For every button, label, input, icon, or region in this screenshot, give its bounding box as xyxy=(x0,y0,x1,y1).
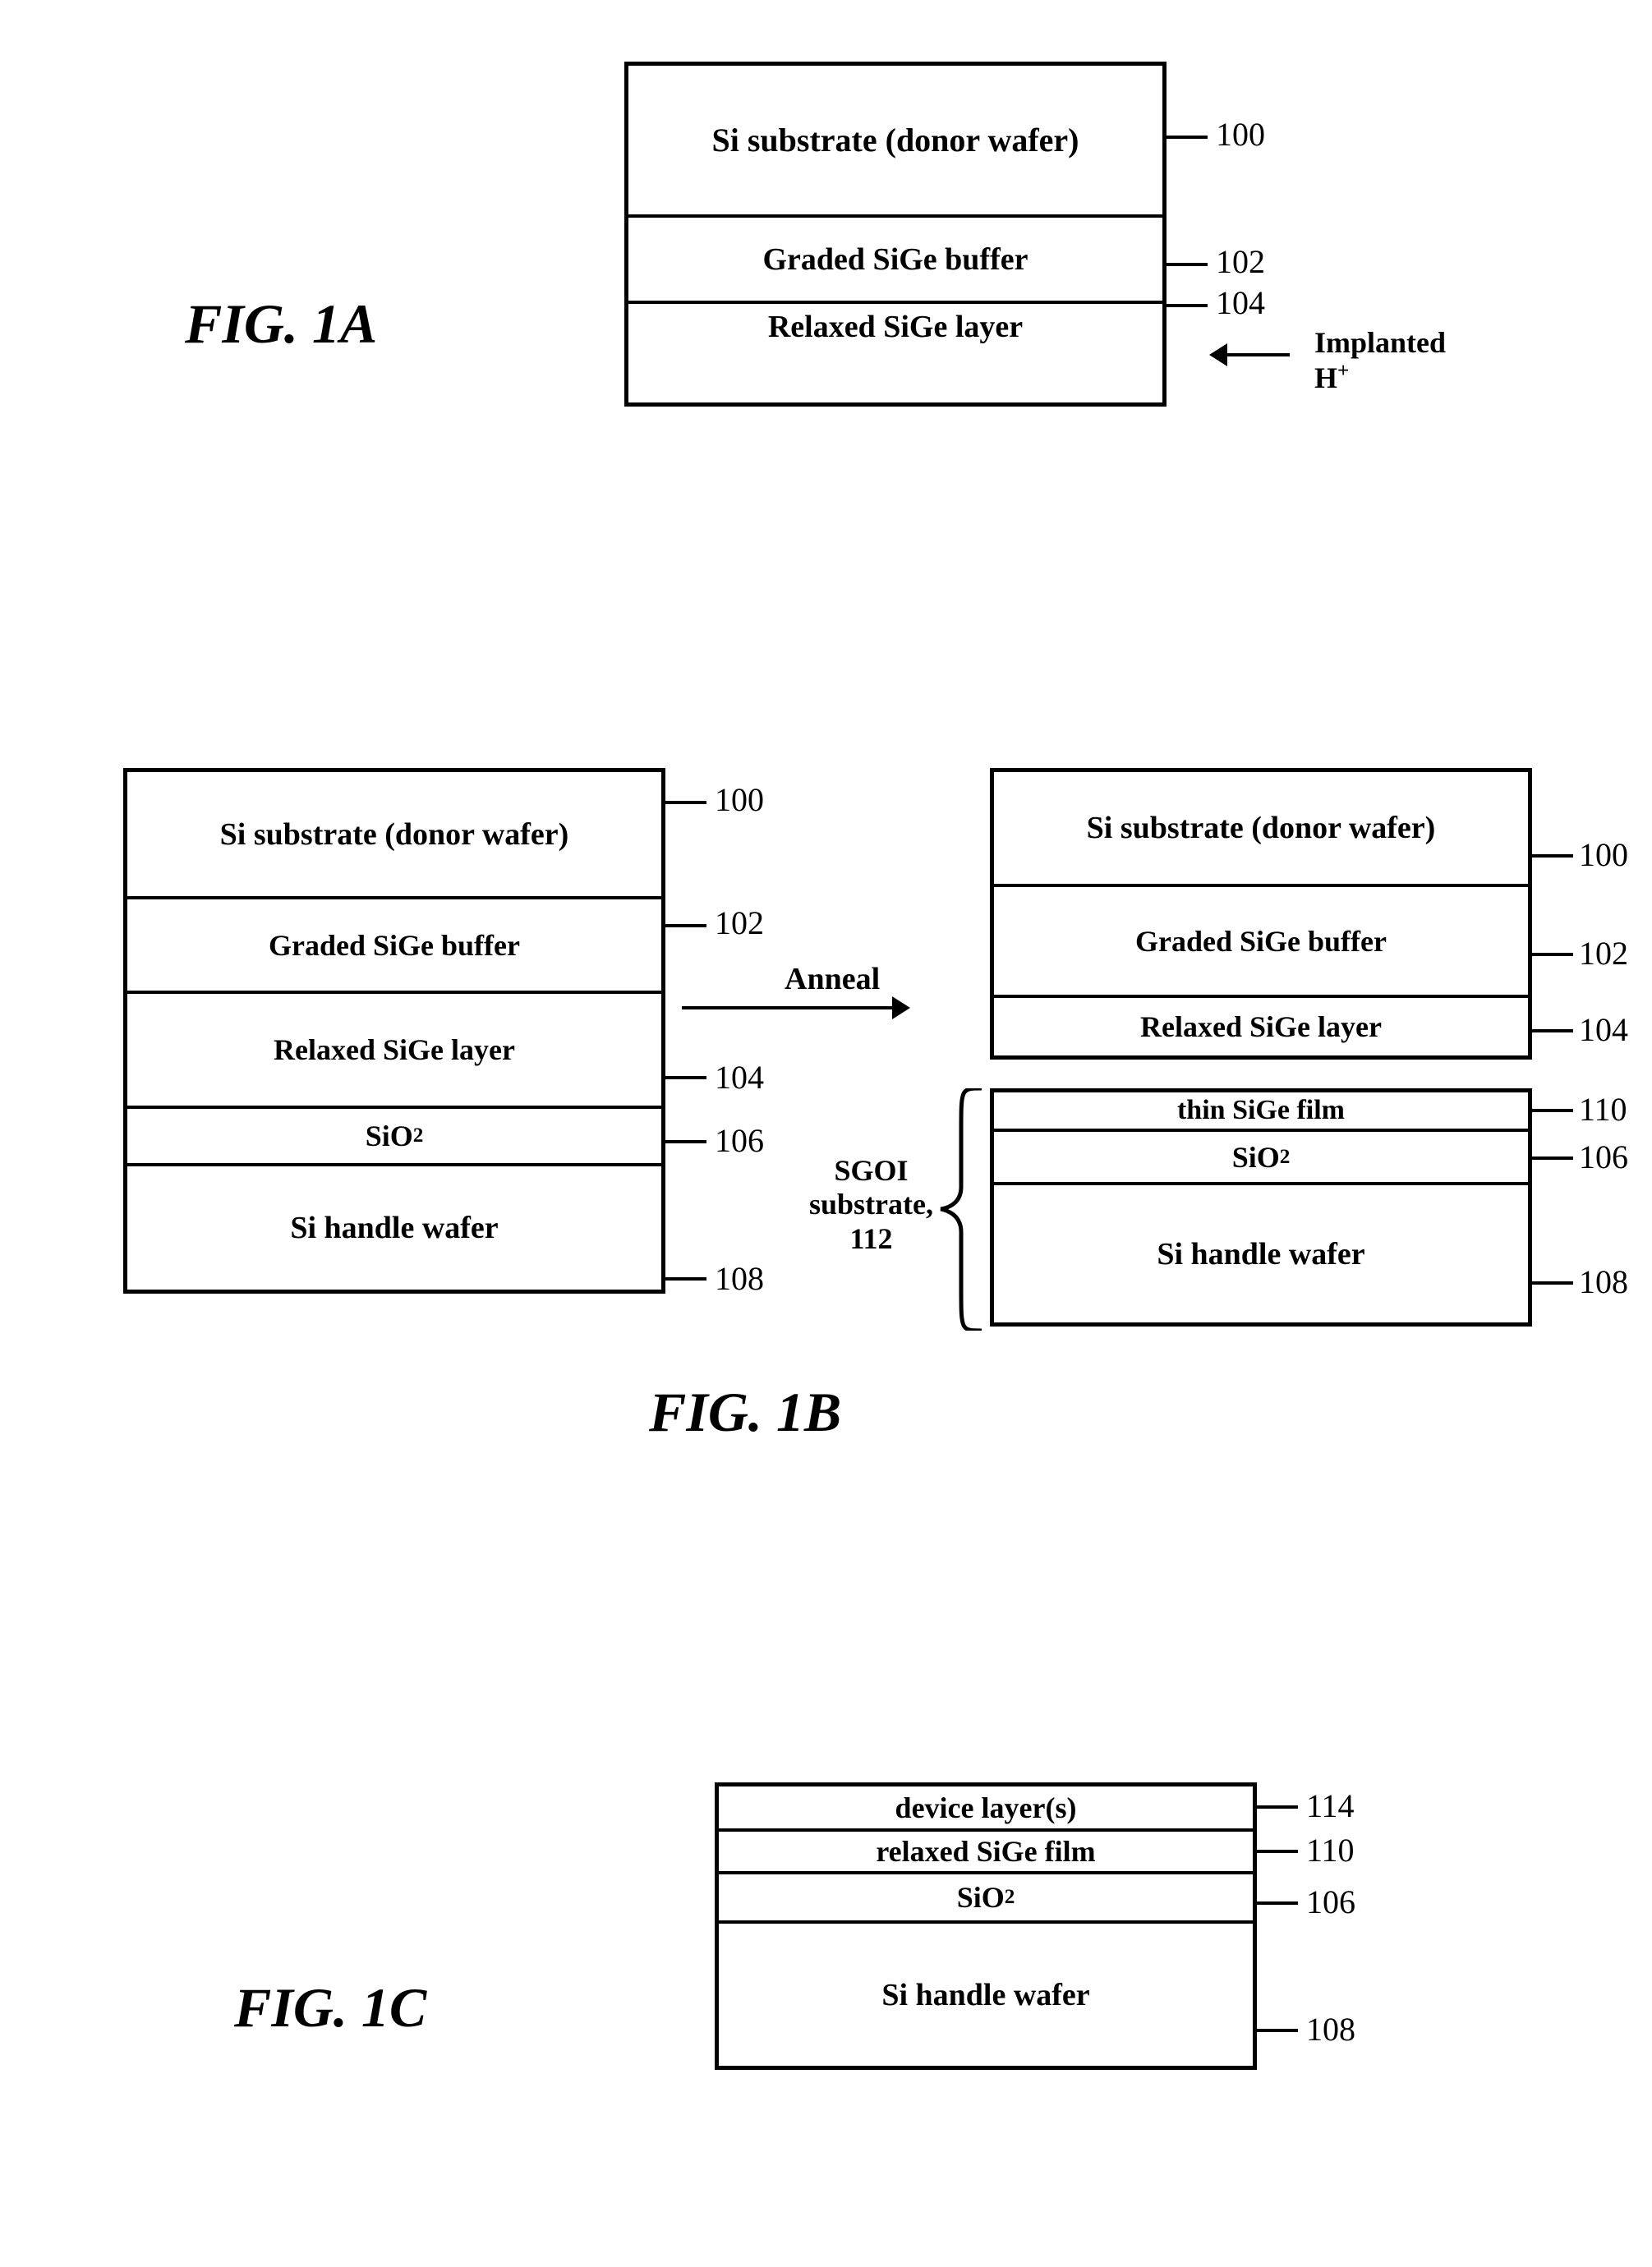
sgoi-text-line1: SGOI xyxy=(834,1154,908,1187)
fig1b-left-relaxed-sige: Relaxed SiGe layer xyxy=(127,994,661,1109)
lead-line xyxy=(665,1140,706,1143)
implanted-h-arrow xyxy=(1224,353,1290,356)
sgoi-text-line3: 112 xyxy=(849,1222,892,1255)
anneal-arrow xyxy=(682,1006,895,1009)
lead-line xyxy=(1532,854,1573,858)
ref-label-108: 108 xyxy=(1306,2010,1355,2049)
ref-label-110: 110 xyxy=(1306,1831,1355,1869)
fig-1c-caption: FIG. 1C xyxy=(234,1975,426,2040)
lead-line xyxy=(665,1076,706,1079)
fig1b-right-relaxed-sige: Relaxed SiGe layer xyxy=(994,998,1528,1055)
ref-label-100: 100 xyxy=(715,780,764,819)
lead-line xyxy=(665,924,706,927)
fig1a-layer-si-substrate: Si substrate (donor wafer) xyxy=(628,66,1162,218)
ref-label-106: 106 xyxy=(715,1121,764,1160)
fig1c-device-layers: device layer(s) xyxy=(719,1786,1253,1832)
fig1b-right-si-handle: Si handle wafer xyxy=(994,1185,1528,1322)
fig1b-right-sio2: SiO2 xyxy=(994,1132,1528,1185)
fig-1b-right-lower-stack: thin SiGe film SiO2 Si handle wafer xyxy=(990,1088,1532,1327)
ref-label-100: 100 xyxy=(1579,835,1628,874)
fig1b-left-sio2: SiO2 xyxy=(127,1109,661,1166)
ref-label-102: 102 xyxy=(1579,934,1628,973)
fig-1b-caption: FIG. 1B xyxy=(649,1380,841,1445)
fig-1c-stack: device layer(s) relaxed SiGe film SiO2 S… xyxy=(715,1782,1257,2070)
sgoi-substrate-label: SGOI substrate, 112 xyxy=(809,1154,933,1256)
ref-label-102: 102 xyxy=(1216,242,1265,281)
fig1b-left-si-handle: Si handle wafer xyxy=(127,1166,661,1290)
fig-1a-stack: Si substrate (donor wafer) Graded SiGe b… xyxy=(624,62,1167,407)
ref-label-102: 102 xyxy=(715,904,764,942)
sgoi-text-line2: substrate, xyxy=(809,1188,933,1221)
fig1a-layer-graded-sige: Graded SiGe buffer xyxy=(628,218,1162,304)
page: FIG. 1A Si substrate (donor wafer) Grade… xyxy=(0,0,1652,2267)
lead-line xyxy=(1167,263,1208,266)
fig1c-si-handle: Si handle wafer xyxy=(719,1924,1253,2066)
ref-label-108: 108 xyxy=(715,1259,764,1298)
fig1b-right-graded-sige: Graded SiGe buffer xyxy=(994,887,1528,998)
anneal-label: Anneal xyxy=(785,961,880,997)
fig1b-left-si-substrate: Si substrate (donor wafer) xyxy=(127,772,661,899)
implanted-h-label: Implanted H+ xyxy=(1314,327,1446,394)
ref-label-106: 106 xyxy=(1579,1138,1628,1176)
lead-line xyxy=(1167,304,1208,307)
lead-line xyxy=(1257,1901,1298,1905)
lead-line xyxy=(1532,1281,1573,1285)
lead-line xyxy=(1532,1029,1573,1032)
ref-label-104: 104 xyxy=(715,1058,764,1097)
lead-line xyxy=(1532,1156,1573,1160)
lead-line xyxy=(665,1277,706,1281)
ref-label-108: 108 xyxy=(1579,1262,1628,1301)
lead-line xyxy=(1257,1805,1298,1809)
lead-line xyxy=(1257,1850,1298,1853)
implanted-text-line1: Implanted xyxy=(1314,326,1446,359)
fig1b-left-graded-sige: Graded SiGe buffer xyxy=(127,899,661,994)
fig1b-right-thin-sige: thin SiGe film xyxy=(994,1092,1528,1132)
fig1c-relaxed-sige: relaxed SiGe film xyxy=(719,1832,1253,1874)
fig1a-layer-relaxed-sige: Relaxed SiGe layer xyxy=(628,304,1162,402)
sgoi-brace xyxy=(936,1088,986,1331)
fig-1b-left-stack: Si substrate (donor wafer) Graded SiGe b… xyxy=(123,768,665,1294)
lead-line xyxy=(1532,953,1573,956)
fig1c-sio2: SiO2 xyxy=(719,1874,1253,1924)
fig-1b-right-upper-stack: Si substrate (donor wafer) Graded SiGe b… xyxy=(990,768,1532,1060)
ref-label-100: 100 xyxy=(1216,115,1265,154)
ref-label-114: 114 xyxy=(1306,1786,1355,1825)
ref-label-104: 104 xyxy=(1216,283,1265,322)
fig-1a-caption: FIG. 1A xyxy=(185,292,377,356)
ref-label-104: 104 xyxy=(1579,1010,1628,1049)
lead-line xyxy=(1532,1109,1573,1112)
ref-label-110: 110 xyxy=(1579,1090,1627,1129)
lead-line xyxy=(665,801,706,804)
lead-line xyxy=(1167,136,1208,139)
lead-line xyxy=(1257,2029,1298,2032)
fig1b-right-si-substrate: Si substrate (donor wafer) xyxy=(994,772,1528,887)
ref-label-106: 106 xyxy=(1306,1883,1355,1921)
implanted-text-line2: H+ xyxy=(1314,361,1349,394)
